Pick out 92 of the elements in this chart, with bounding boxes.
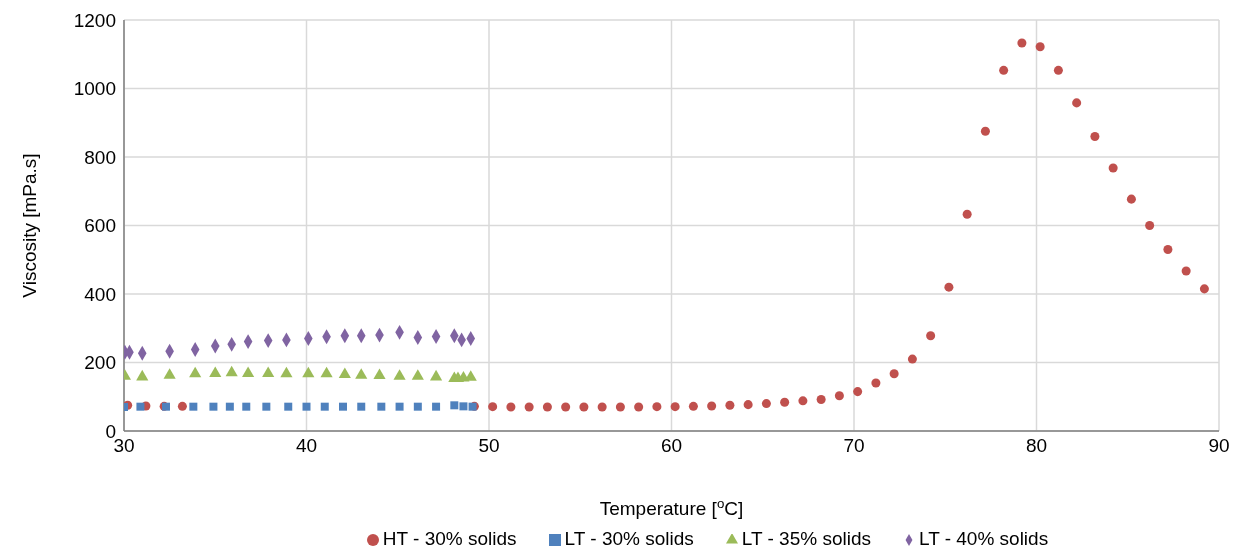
point bbox=[1017, 38, 1027, 48]
point bbox=[597, 402, 607, 412]
point bbox=[262, 402, 271, 411]
point bbox=[1090, 131, 1100, 141]
y-tick-label: 200 bbox=[84, 352, 116, 374]
point bbox=[373, 368, 386, 380]
point bbox=[962, 209, 972, 219]
point bbox=[189, 402, 198, 411]
legend-label: HT - 30% solids bbox=[382, 528, 517, 549]
point bbox=[670, 402, 680, 412]
point bbox=[1163, 244, 1173, 254]
point bbox=[357, 402, 366, 411]
point bbox=[284, 402, 293, 411]
point bbox=[871, 378, 881, 388]
x-tick-label: 50 bbox=[478, 435, 500, 457]
point bbox=[980, 126, 990, 136]
point bbox=[1145, 220, 1155, 231]
point bbox=[688, 401, 698, 411]
point bbox=[242, 402, 251, 411]
point bbox=[1181, 266, 1191, 276]
point bbox=[542, 402, 552, 412]
legend-label: LT - 40% solids bbox=[918, 528, 1049, 549]
point bbox=[432, 402, 441, 411]
point bbox=[1108, 163, 1118, 173]
point bbox=[761, 399, 771, 409]
point bbox=[177, 401, 187, 411]
point bbox=[652, 402, 662, 412]
y-tick-label: 1200 bbox=[73, 9, 116, 31]
point bbox=[189, 366, 202, 378]
point bbox=[634, 402, 644, 412]
point bbox=[302, 402, 311, 411]
point bbox=[393, 369, 406, 380]
y-tick-label: 800 bbox=[84, 146, 116, 168]
point bbox=[1199, 284, 1209, 294]
point bbox=[944, 282, 954, 292]
point bbox=[450, 401, 459, 410]
point bbox=[136, 369, 149, 381]
point bbox=[430, 369, 443, 381]
point bbox=[834, 391, 844, 401]
x-axis-title: Temperature [$^{o}$C] bbox=[599, 495, 744, 519]
point bbox=[725, 400, 735, 410]
point bbox=[615, 402, 625, 412]
point bbox=[225, 402, 234, 411]
point bbox=[320, 402, 329, 411]
x-tick-label: 80 bbox=[1025, 435, 1048, 457]
point bbox=[1035, 42, 1045, 52]
point bbox=[280, 366, 293, 378]
point bbox=[377, 402, 386, 411]
point bbox=[339, 402, 347, 411]
point bbox=[225, 365, 238, 377]
point bbox=[707, 401, 717, 411]
point bbox=[262, 366, 275, 377]
point bbox=[413, 402, 422, 411]
y-tick-label: 1000 bbox=[73, 78, 116, 100]
point bbox=[1126, 194, 1136, 204]
point bbox=[999, 65, 1009, 75]
point bbox=[798, 396, 808, 406]
point bbox=[889, 369, 899, 379]
x-tick-label: 70 bbox=[843, 435, 865, 457]
point bbox=[136, 402, 145, 411]
point bbox=[302, 366, 315, 378]
point bbox=[163, 368, 176, 379]
point bbox=[209, 366, 222, 377]
y-tick-label: 400 bbox=[84, 283, 116, 305]
point bbox=[395, 402, 404, 411]
legend-label: LT - 35% solids bbox=[741, 528, 871, 549]
point bbox=[561, 402, 571, 412]
point bbox=[579, 402, 589, 412]
y-axis-title: Viscosity [mPa.s] bbox=[19, 153, 40, 298]
y-tick-label: 600 bbox=[84, 215, 116, 237]
point bbox=[355, 368, 368, 379]
point bbox=[411, 369, 424, 380]
x-tick-label: 60 bbox=[660, 435, 683, 457]
point bbox=[780, 397, 790, 407]
point bbox=[524, 402, 534, 412]
legend-label: LT - 30% solids bbox=[564, 528, 694, 549]
point bbox=[506, 402, 516, 412]
x-tick-label: 90 bbox=[1208, 435, 1230, 457]
point bbox=[1072, 98, 1082, 108]
point bbox=[907, 354, 917, 364]
point bbox=[320, 366, 333, 378]
point bbox=[743, 400, 753, 410]
point bbox=[1053, 65, 1063, 75]
point bbox=[338, 367, 351, 378]
point bbox=[926, 331, 936, 341]
point bbox=[242, 366, 255, 377]
point bbox=[853, 387, 863, 397]
point bbox=[816, 394, 826, 404]
point bbox=[459, 402, 468, 411]
x-tick-label: 40 bbox=[295, 435, 318, 457]
point bbox=[488, 402, 498, 412]
point bbox=[209, 402, 218, 411]
